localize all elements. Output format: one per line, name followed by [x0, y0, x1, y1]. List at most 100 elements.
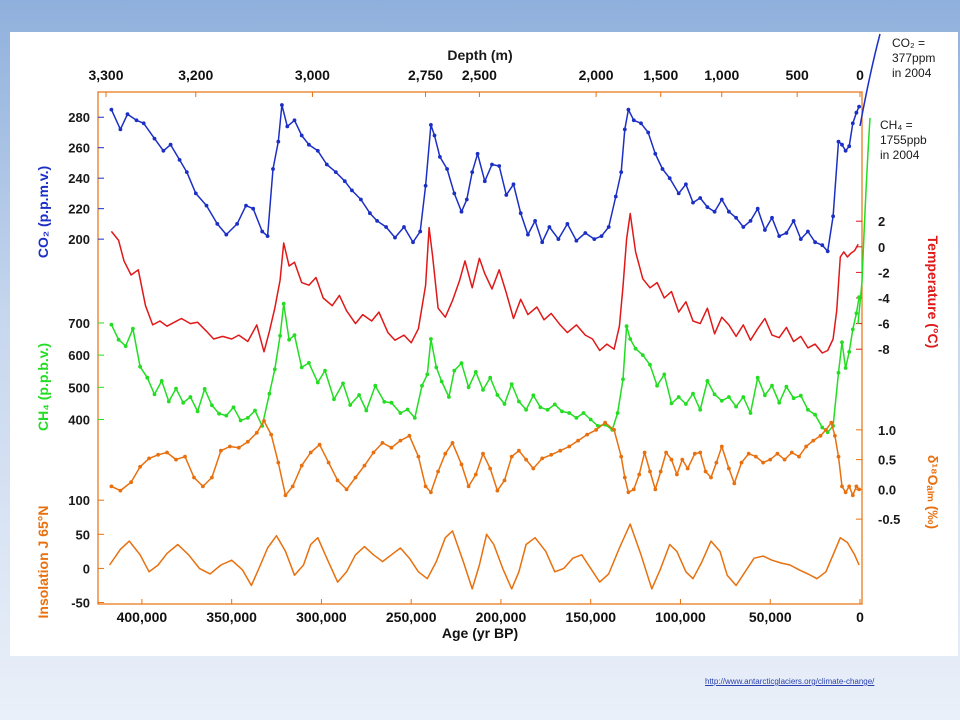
co2-note-line-3: in 2004	[892, 66, 932, 80]
co2-data-point	[423, 183, 428, 188]
co2-data-point	[204, 203, 209, 208]
ch4-data-point	[552, 402, 557, 407]
d18o-data-point	[509, 454, 514, 459]
co2-data-point	[470, 170, 475, 175]
ch4-data-point	[452, 368, 457, 373]
d18o-data-point	[664, 450, 668, 455]
co2-data-point	[770, 215, 774, 220]
d18o-data-point	[782, 457, 787, 462]
ch4-data-point	[253, 408, 257, 413]
d18o-data-point	[517, 448, 521, 453]
ch4-data-point	[224, 413, 229, 418]
d18o-data-point	[488, 466, 493, 471]
d18o-data-point	[829, 420, 834, 425]
ch4-data-point	[272, 367, 277, 372]
ch4-data-point	[420, 383, 424, 388]
insolation-series-line	[108, 523, 860, 590]
ch4-data-point	[574, 416, 579, 420]
co2-data-point	[184, 170, 189, 175]
co2-data-point	[307, 142, 311, 147]
co2-data-point	[741, 225, 746, 229]
age-tick-label: 50,000	[749, 609, 792, 625]
d18o-data-point	[854, 484, 859, 489]
co2-data-point	[748, 219, 753, 223]
co2-data-point	[251, 206, 256, 211]
co2-data-point	[526, 232, 530, 237]
d18o-data-point	[389, 445, 394, 450]
d18o-data-point	[165, 450, 169, 455]
co2-tick-label: 220	[68, 202, 90, 217]
d18o-data-point	[262, 419, 266, 423]
ch4-data-point	[181, 400, 186, 405]
insolation-axis-title: Insolation J 65°N	[35, 506, 51, 619]
d18o-data-point	[698, 450, 703, 455]
d18o-data-point	[344, 487, 349, 492]
co2-data-point	[292, 118, 297, 123]
ch4-data-point	[698, 407, 703, 412]
d18o-data-point	[754, 454, 758, 459]
ch4-data-point	[166, 399, 171, 404]
co2-data-point	[350, 188, 354, 193]
co2-data-point	[375, 219, 379, 223]
co2-data-point	[193, 191, 198, 196]
ch4-data-point	[705, 379, 710, 383]
ch4-data-point	[267, 391, 272, 396]
ch4-data-point	[676, 395, 681, 399]
co2-data-point	[177, 158, 182, 162]
depth-tick-label: 0	[856, 67, 864, 83]
co2-data-point	[342, 179, 347, 184]
d18o-data-point	[276, 460, 281, 465]
ch4-data-point	[466, 385, 471, 390]
ch4-data-point	[691, 391, 695, 396]
ch4-data-point	[188, 395, 193, 399]
temperature-series-line	[110, 212, 859, 354]
ch4-tick-label: 400	[68, 412, 90, 427]
source-link[interactable]: http://www.antarcticglaciers.org/climate…	[705, 677, 875, 686]
d18o-data-point	[653, 487, 658, 492]
d18o-data-point	[147, 456, 152, 461]
d18o-data-point	[407, 433, 412, 438]
ch4-data-point	[217, 411, 222, 416]
co2-data-point	[691, 200, 695, 205]
ch4-data-point	[502, 402, 507, 406]
ch4-data-point	[843, 366, 848, 370]
depth-axis-title: Depth (m)	[447, 47, 512, 63]
ch4-axis-title: CH₄ (p.p.b.v.)	[35, 343, 51, 431]
co2-data-point	[118, 127, 123, 132]
co2-data-point	[168, 142, 173, 147]
d18o-data-point	[631, 487, 636, 492]
ch4-data-point	[145, 375, 150, 380]
d18o-data-point	[719, 444, 724, 449]
co2-data-point	[518, 211, 523, 216]
ch4-data-point	[357, 393, 361, 397]
co2-data-point	[857, 104, 861, 109]
d18o-data-point	[739, 460, 744, 465]
co2-data-point	[667, 176, 672, 181]
co2-data-point	[840, 142, 844, 147]
co2-data-point	[464, 197, 469, 202]
co2-data-point	[141, 121, 146, 126]
ch4-data-point	[524, 407, 528, 412]
co2-data-point	[452, 191, 457, 196]
co2-data-point	[755, 206, 760, 211]
co2-data-point	[727, 209, 731, 214]
ch4-data-point	[287, 337, 291, 342]
d18o-data-point	[648, 469, 652, 474]
ch4-data-point	[727, 395, 731, 399]
ch4-data-point	[719, 398, 724, 403]
co2-data-point	[599, 234, 604, 239]
ch4-data-point	[509, 382, 514, 386]
co2-data-point	[384, 225, 388, 229]
ch4-data-point	[748, 411, 753, 415]
ch4-data-point	[174, 386, 178, 391]
co2-data-point	[285, 124, 290, 129]
d18o-data-point	[811, 438, 816, 443]
d18o-data-point	[423, 484, 428, 489]
co2-data-point	[825, 249, 830, 254]
d18o-data-point	[174, 457, 178, 462]
co2-data-point	[606, 225, 611, 229]
d18o-data-point	[685, 466, 690, 471]
d18o-data-point	[603, 420, 607, 425]
ch4-data-point	[798, 393, 803, 398]
ch4-data-point	[429, 337, 433, 341]
